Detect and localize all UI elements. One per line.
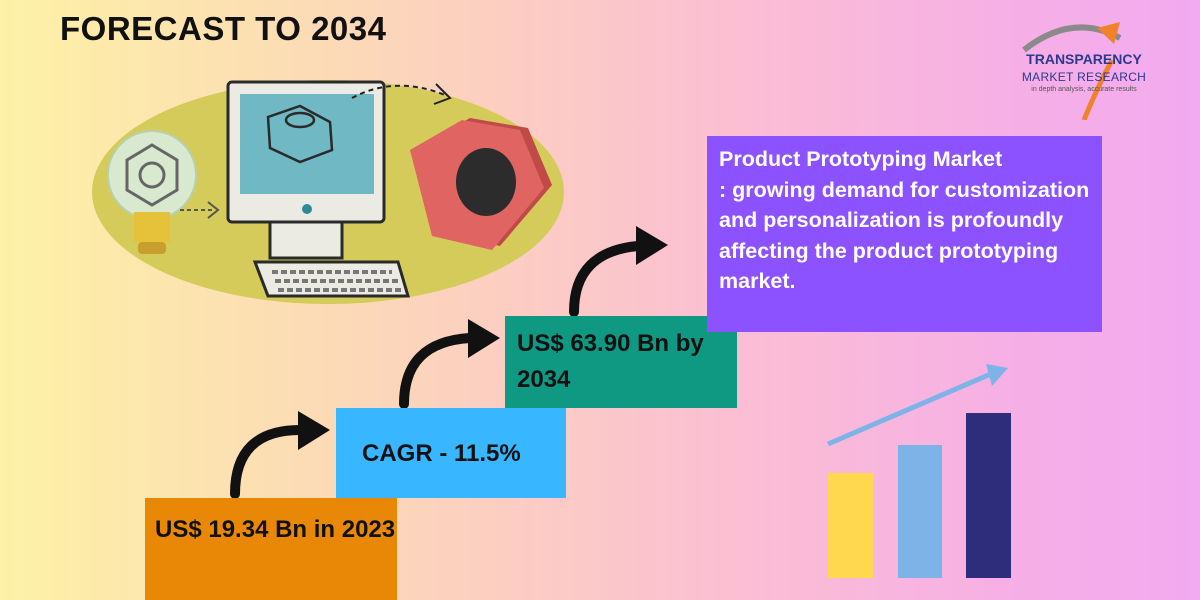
step-arrow-2-icon [399, 333, 475, 409]
description-title: Product Prototyping Market [719, 147, 1003, 171]
growth-bar-3 [966, 413, 1011, 578]
step-arrow-3-icon [569, 241, 643, 317]
hex-nut-icon [410, 118, 552, 250]
logo-tagline: in depth analysis, accurate results [1031, 86, 1137, 93]
description-box: Product Prototyping Market : growing dem… [707, 136, 1102, 332]
company-logo [1022, 22, 1122, 120]
value-2034-box: US$ 63.90 Bn by 2034 [505, 316, 737, 408]
logo-arrow-icon [1097, 22, 1120, 44]
keyboard-icon [252, 260, 411, 298]
computer-monitor-icon [226, 80, 386, 260]
growth-chart-icon [827, 364, 1011, 578]
step-arrow-1-icon [230, 425, 305, 499]
value-2023-box: US$ 19.34 Bn in 2023 [145, 498, 397, 600]
page-title: FORECAST TO 2034 [60, 10, 387, 47]
description-body: : growing demand for customization and p… [719, 177, 1090, 294]
growth-bar-2 [898, 445, 942, 578]
logo-name: TRANSPARENCY [1026, 51, 1142, 67]
cagr-box: CAGR - 11.5% [336, 408, 566, 498]
lightbulb-icon [107, 130, 197, 254]
logo-subtitle: MARKET RESEARCH [1021, 70, 1147, 84]
growth-bar-1 [828, 473, 873, 578]
